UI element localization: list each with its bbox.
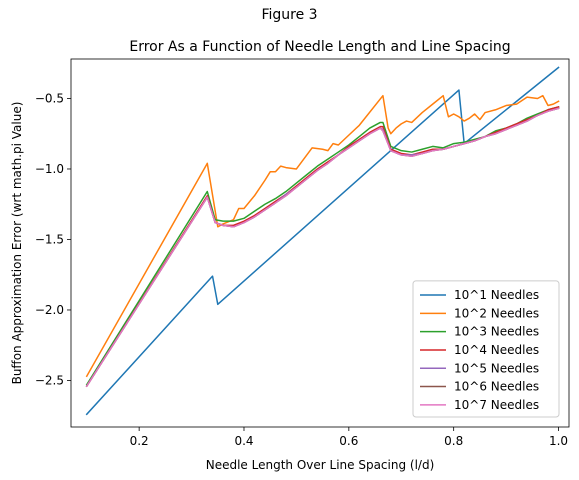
legend-label: 10^4 Needles xyxy=(454,343,539,357)
series-line-4 xyxy=(85,106,560,388)
legend-label: 10^6 Needles xyxy=(454,380,539,394)
series-line-1 xyxy=(85,66,560,416)
y-axis-label: Buffon Approximation Error (wrt math.pi … xyxy=(10,102,24,385)
x-axis: 0.2 0.4 0.6 0.8 1.0 xyxy=(130,427,568,448)
legend-frame xyxy=(412,280,560,418)
y-tick-label: −0.5 xyxy=(35,91,64,105)
legend-label: 10^7 Needles xyxy=(454,398,539,412)
legend-label: 10^3 Needles xyxy=(454,325,539,339)
legend-label: 10^1 Needles xyxy=(454,288,539,302)
legend: 10^1 Needles 10^2 Needles 10^3 Needles 10^4… xyxy=(412,280,560,418)
y-tick-label: −2.5 xyxy=(35,373,64,387)
x-tick-label: 0.2 xyxy=(130,434,149,448)
figure-title: Figure 3 xyxy=(261,7,318,23)
x-tick-label: 1.0 xyxy=(549,434,568,448)
x-tick-label: 0.4 xyxy=(234,434,253,448)
y-tick-label: −1.0 xyxy=(35,162,64,176)
y-axis: −2.5 −2.0 −1.5 −1.0 −0.5 xyxy=(35,91,71,387)
x-axis-label: Needle Length Over Line Spacing (l/d) xyxy=(206,458,435,472)
x-tick-label: 0.6 xyxy=(339,434,358,448)
legend-label: 10^2 Needles xyxy=(454,306,539,320)
y-tick-label: −1.5 xyxy=(35,232,64,246)
chart-title: Error As a Function of Needle Length and… xyxy=(129,39,510,55)
series-line-7 xyxy=(85,107,560,388)
plot-frame xyxy=(70,58,570,428)
legend-label: 10^5 Needles xyxy=(454,361,539,375)
y-tick-label: −2.0 xyxy=(35,303,64,317)
series-line-2 xyxy=(85,94,560,378)
series-layer xyxy=(85,66,560,416)
x-tick-label: 0.8 xyxy=(444,434,463,448)
series-line-3 xyxy=(85,106,560,386)
